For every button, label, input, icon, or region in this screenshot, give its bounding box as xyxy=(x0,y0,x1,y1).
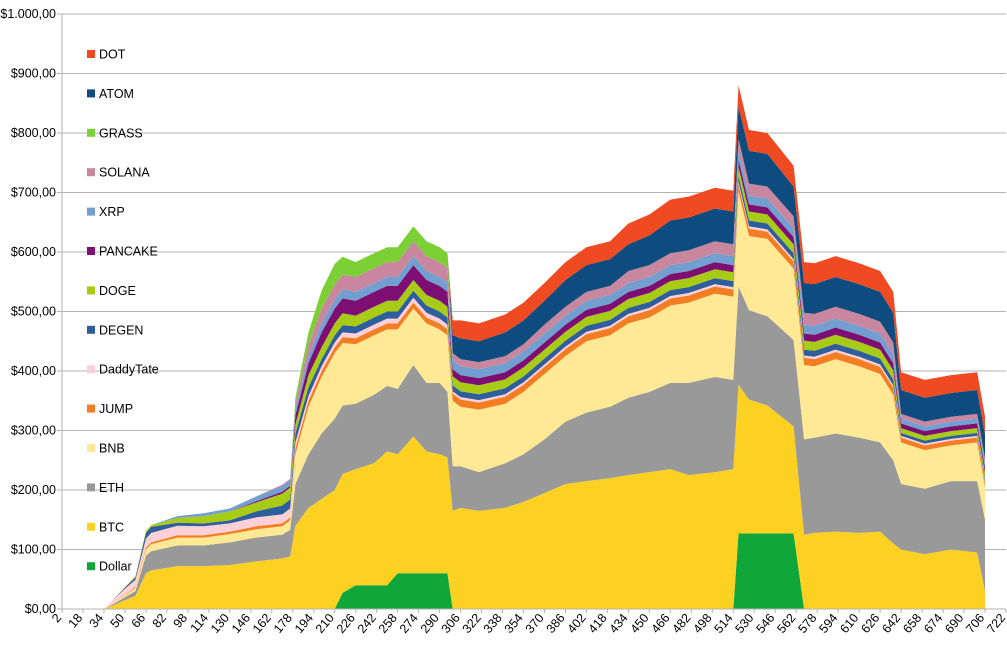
legend-swatch-pancake xyxy=(87,247,95,255)
y-axis-ticks: $0,00 $100,00 $200,00 $300,00 $400,00 $500,00… xyxy=(0,7,62,616)
x-tick-label: 34 xyxy=(87,611,107,631)
x-tick-label: 370 xyxy=(523,611,547,636)
y-tick-label: $900,00 xyxy=(11,67,56,81)
legend-label-pancake: PANCAKE xyxy=(99,245,158,259)
legend-label-jump: JUMP xyxy=(99,402,133,416)
legend-label-bnb: BNB xyxy=(99,442,125,456)
x-tick-label: 178 xyxy=(271,611,295,636)
x-tick-label: 66 xyxy=(129,611,149,631)
x-tick-label: 578 xyxy=(795,611,819,636)
x-tick-label: 514 xyxy=(711,611,735,636)
x-tick-label: 722 xyxy=(984,611,1007,636)
x-tick-label: 498 xyxy=(690,611,714,636)
legend-label-eth: ETH xyxy=(99,481,124,495)
x-tick-label: 258 xyxy=(376,611,400,636)
legend-label-btc: BTC xyxy=(99,520,124,534)
legend-label-degen: DEGEN xyxy=(99,323,143,337)
x-tick-label: 98 xyxy=(171,611,191,631)
legend-label-solana: SOLANA xyxy=(99,166,150,180)
x-tick-label: 706 xyxy=(963,611,987,636)
legend-swatch-dot xyxy=(87,50,95,58)
legend-swatch-xrp xyxy=(87,207,95,216)
x-tick-label: 274 xyxy=(397,611,421,636)
legend-label-atom: ATOM xyxy=(99,87,134,101)
y-tick-label: $500,00 xyxy=(11,305,56,319)
legend-swatch-dollar xyxy=(87,562,95,571)
x-tick-label: 466 xyxy=(649,611,673,636)
x-tick-label: 450 xyxy=(628,611,652,636)
x-axis-ticks: 2 18 34 50 66 82 98114130146162178194210226242… xyxy=(49,609,1007,636)
series-area-btc xyxy=(62,384,986,609)
x-tick-label: 402 xyxy=(565,611,589,636)
x-tick-label: 322 xyxy=(460,611,484,636)
x-tick-label: 658 xyxy=(900,611,924,636)
legend: DOT ATOM GRASS SOLANA XRP PANCAKE DOGE DEGEN Dad… xyxy=(87,48,159,574)
x-tick-label: 82 xyxy=(150,611,170,631)
x-tick-label: 114 xyxy=(188,611,212,635)
y-tick-label: $300,00 xyxy=(11,424,56,438)
x-tick-label: 226 xyxy=(334,611,358,636)
legend-label-daddytate: DaddyTate xyxy=(99,363,159,377)
x-tick-label: 418 xyxy=(586,611,610,636)
x-tick-label: 210 xyxy=(313,611,337,636)
x-tick-label: 130 xyxy=(208,611,232,636)
y-tick-label: $100,00 xyxy=(11,543,56,557)
y-tick-label: $0,00 xyxy=(25,602,56,616)
y-tick-label: $200,00 xyxy=(11,483,56,497)
x-tick-label: 18 xyxy=(66,611,86,631)
legend-swatch-grass xyxy=(87,128,95,137)
y-tick-label: $600,00 xyxy=(11,245,56,259)
y-tick-label: $400,00 xyxy=(11,364,56,378)
x-tick-label: 50 xyxy=(108,611,128,631)
x-tick-label: 146 xyxy=(229,611,253,636)
y-tick-label: $700,00 xyxy=(11,186,56,200)
legend-swatch-atom xyxy=(87,89,95,98)
x-tick-label: 642 xyxy=(879,611,903,636)
x-tick-label: 482 xyxy=(669,611,693,636)
x-tick-label: 290 xyxy=(418,611,442,636)
legend-label-dollar: Dollar xyxy=(99,560,132,574)
x-tick-label: 338 xyxy=(481,611,505,636)
legend-label-doge: DOGE xyxy=(99,284,136,298)
x-tick-label: 626 xyxy=(858,611,882,636)
legend-label-grass: GRASS xyxy=(99,126,143,140)
x-tick-label: 242 xyxy=(355,611,379,636)
y-tick-label: $800,00 xyxy=(11,126,56,140)
legend-swatch-solana xyxy=(87,168,95,177)
x-tick-label: 610 xyxy=(837,611,861,636)
x-tick-label: 434 xyxy=(607,611,631,636)
x-tick-label: 306 xyxy=(439,611,463,636)
x-tick-label: 562 xyxy=(774,611,798,636)
legend-label-dot: DOT xyxy=(99,48,126,62)
series-areas xyxy=(62,85,986,610)
x-tick-label: 690 xyxy=(942,611,966,636)
legend-swatch-bnb xyxy=(87,444,95,452)
x-tick-label: 354 xyxy=(502,611,526,636)
legend-swatch-daddytate xyxy=(87,365,95,374)
x-tick-label: 194 xyxy=(292,611,316,636)
x-tick-label: 386 xyxy=(544,611,568,636)
x-tick-label: 2 xyxy=(49,611,64,625)
y-tick-label: $1.000,00 xyxy=(0,7,56,21)
legend-swatch-eth xyxy=(87,483,95,492)
legend-swatch-btc xyxy=(87,522,95,531)
x-tick-label: 594 xyxy=(816,611,840,636)
x-tick-label: 162 xyxy=(250,611,274,636)
x-tick-label: 546 xyxy=(753,611,777,636)
legend-swatch-jump xyxy=(87,404,95,413)
series-area-eth xyxy=(62,286,986,609)
series-area-dollar xyxy=(62,533,986,609)
x-tick-label: 674 xyxy=(921,611,945,636)
legend-swatch-degen xyxy=(87,325,95,334)
x-tick-label: 530 xyxy=(732,611,756,636)
legend-label-xrp: XRP xyxy=(99,205,125,219)
legend-swatch-doge xyxy=(87,286,95,295)
series-area-bnb xyxy=(62,191,986,609)
